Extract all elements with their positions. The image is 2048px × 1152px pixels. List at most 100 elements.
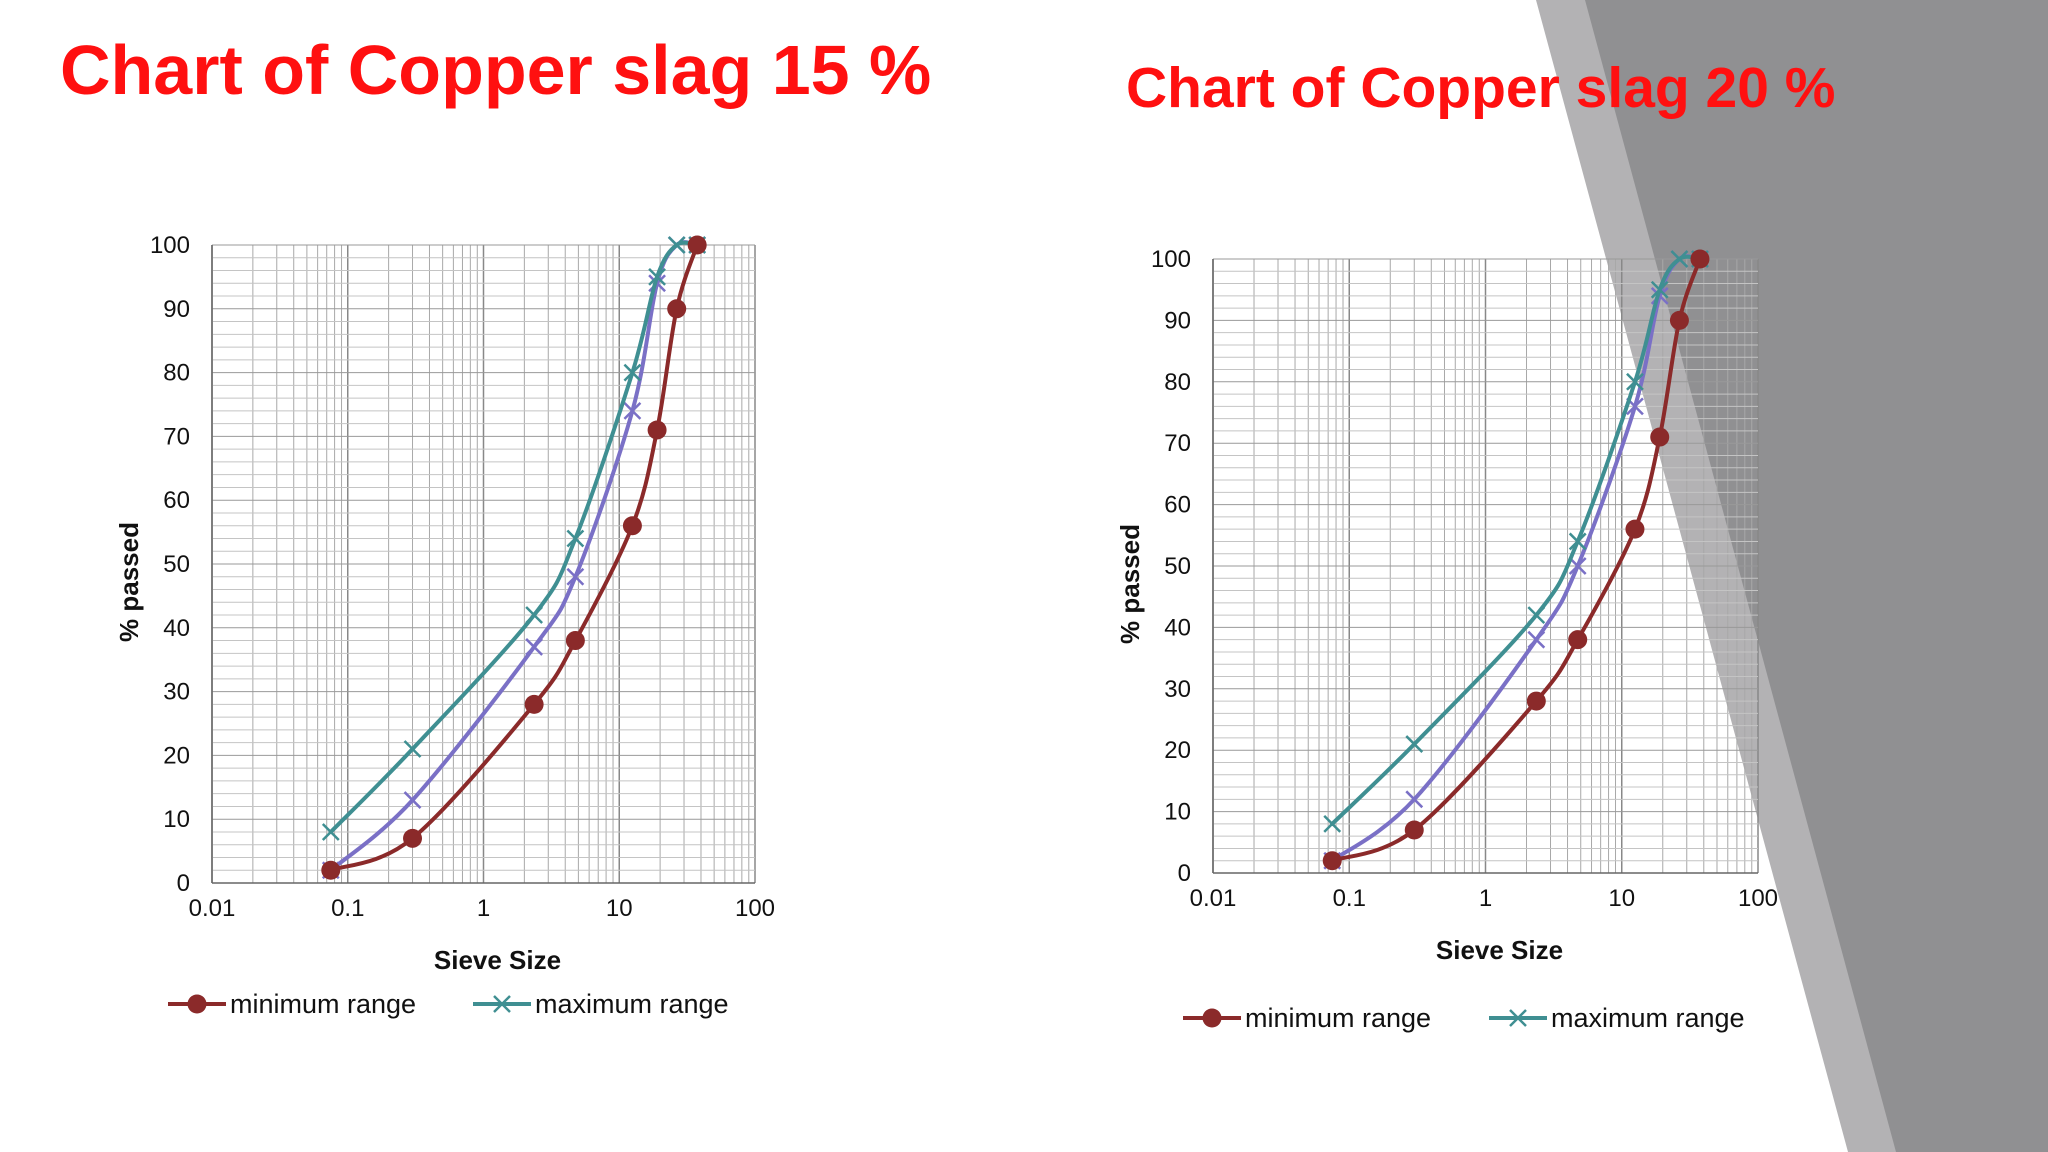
chart-left-y-tick-label: 20 [163,742,190,769]
x-marker-stroke [1568,532,1587,551]
chart-left-data-point [566,529,585,548]
chart-right-data-point [1322,851,1342,871]
chart-left-data-point [623,363,642,382]
x-marker-stroke [1527,630,1546,649]
chart-left-y-tick-label: 10 [163,806,190,833]
chart-left-y-tick-label: 30 [163,679,190,706]
chart-left-y-tick-label: 80 [163,360,190,387]
chart-right-data-point [1405,735,1424,753]
chart-left-y-tick-label: 0 [177,870,190,897]
chart-right-data-point [1568,557,1587,575]
x-marker-stroke [1626,372,1644,391]
chart-right-data-point [1650,427,1670,447]
x-marker-stroke [1670,250,1689,268]
chart-right-x-tick-label: 0.1 [1333,885,1366,912]
chart-right-data-point [1626,372,1644,391]
chart-left-y-axis-title: % passed [114,522,144,642]
x-marker-stroke [667,236,686,254]
chart-left-x-axis-title: Sieve Size [434,945,561,975]
chart-right-data-point [1669,310,1689,330]
chart-right-data-point [1526,691,1546,711]
x-marker-stroke [648,268,666,286]
chart-left-data-point [525,638,544,656]
x-marker-stroke [525,606,544,624]
chart-right-data-point [1568,630,1588,650]
chart-left-data-point [667,236,686,254]
chart-left-y-tick-label: 60 [163,487,190,514]
chart-right-y-tick-label: 70 [1164,430,1191,457]
chart-left-data-point [524,694,544,714]
chart-right-x-tick-label: 0.01 [1190,885,1237,912]
chart-right-data-point [1670,250,1689,268]
x-marker-stroke [525,638,544,656]
x-marker-stroke [1405,790,1424,809]
chart-left-plot-area [211,235,756,884]
chart-right-y-tick-label: 90 [1164,307,1191,334]
x-marker-stroke [1650,280,1669,299]
chart-left-y-tick-label: 40 [163,615,190,642]
chart-left-title: Chart of Copper slag 15 % [60,31,932,109]
chart-left-data-point [647,420,667,440]
x-marker-stroke [1626,397,1644,416]
chart-left-x-tick-label: 10 [606,895,633,922]
chart-right-data-point [1690,249,1710,269]
chart-right-data-point [1568,532,1587,551]
chart-right-x-tick-label: 1 [1479,885,1492,912]
chart-right-y-tick-label: 100 [1151,246,1191,273]
x-marker-stroke [623,401,642,420]
chart-left-data-point [622,516,642,536]
chart-right-data-point [1650,280,1669,299]
chart-left-data-point [403,828,423,848]
x-marker-stroke [1509,1009,1527,1027]
chart-left-y-tick-label: 70 [163,423,190,450]
x-marker-stroke [566,529,585,548]
chart-left-legend: minimum range maximum range [168,989,729,1019]
chart-right-y-tick-label: 60 [1164,492,1191,519]
chart-right-y-axis-title: % passed [1115,524,1145,644]
x-marker-stroke [403,791,422,809]
chart-left-data-point [321,860,341,880]
chart-right-x-axis-title: Sieve Size [1436,935,1563,965]
x-marker-stroke [566,567,585,586]
chart-left-x-tick-label: 0.01 [189,895,236,922]
chart-left-legend-marker-minimum [187,994,207,1014]
chart-left-grid [211,244,756,884]
chart-right-series-line [1330,254,1702,826]
chart-left-data-point [648,268,666,286]
chart-right-grid [1212,258,1759,874]
chart-right-data-point [1527,606,1546,625]
chart-left-data-point [321,823,340,841]
chart-left-series-line [328,243,700,873]
chart-right-legend-label-maximum: maximum range [1551,1003,1745,1033]
chart-left-y-tick-label: 50 [163,551,190,578]
chart-right-y-tick-label: 20 [1164,737,1191,764]
chart-left-data-point [403,740,422,758]
x-marker-stroke [1527,606,1546,625]
chart-right-legend-label-minimum: minimum range [1245,1003,1431,1033]
chart-right-title: Chart of Copper slag 20 % [1126,56,1836,120]
chart-left-y-tick-label: 90 [163,296,190,323]
chart-right-legend-marker-maximum [1509,1009,1527,1027]
chart-right-x-tick-label: 10 [1608,885,1635,912]
chart-right-series-line [1330,257,1702,863]
chart-left-legend-label-minimum: minimum range [230,989,416,1019]
chart-right-series-minimum-range [1322,249,1710,871]
chart-left-y-tick-label: 100 [150,232,190,259]
chart-right-y-tick-label: 30 [1164,676,1191,703]
chart-right-x-tick-label: 100 [1738,885,1778,912]
chart-left-data-point [565,631,585,651]
chart-right-y-tick-label: 80 [1164,369,1191,396]
chart-right-data-point [1404,820,1424,840]
chart-right-y-tick-label: 40 [1164,614,1191,641]
chart-left-legend-label-maximum: maximum range [535,989,729,1019]
chart-left-x-tick-label: 0.1 [331,895,364,922]
chart-left-series-minimum-range [321,235,707,880]
chart-left-x-tick-label: 100 [735,895,775,922]
chart-right-data-point [1527,630,1546,649]
x-marker-stroke [623,363,642,382]
chart-right-y-tick-label: 50 [1164,553,1191,580]
